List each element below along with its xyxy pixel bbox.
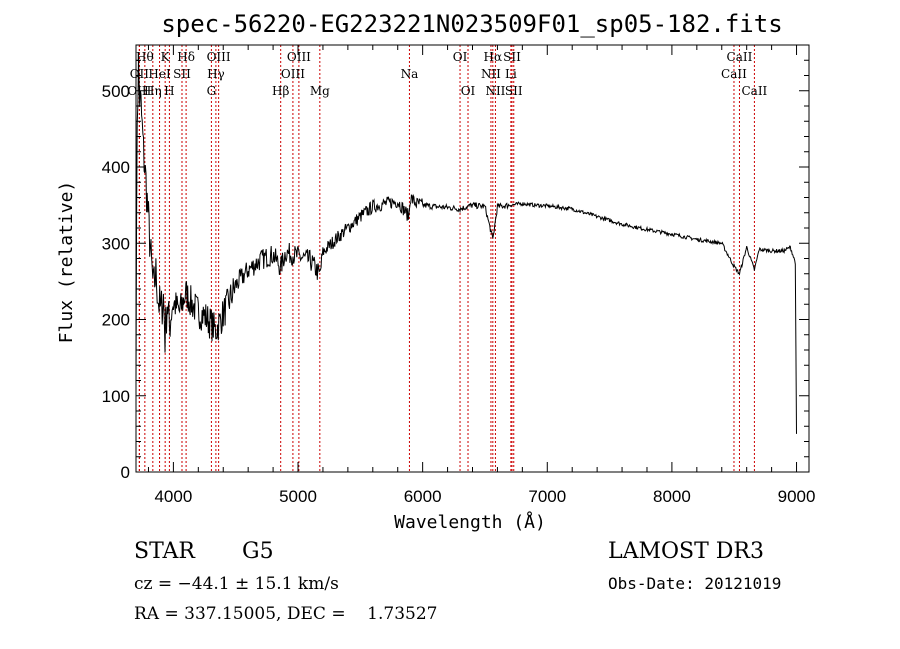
y-tick-label: 200 bbox=[102, 311, 130, 330]
line-marker-labels: OIIOIIIHθHηHeIKHSIIHδGOIIIHγHβOIIIOIIIMg… bbox=[127, 50, 767, 98]
obs-date-text: Obs-Date: 20121019 bbox=[608, 574, 782, 593]
y-tick-label: 0 bbox=[121, 463, 130, 482]
line-marker-label: Hβ bbox=[272, 84, 289, 98]
y-axis-ticks: 0 100 200 300 400 500 bbox=[102, 44, 809, 482]
x-axis-ticks: 4000 5000 6000 7000 8000 9000 bbox=[147, 45, 816, 506]
line-marker-label: H bbox=[164, 84, 174, 98]
line-marker-label: SII bbox=[503, 50, 521, 64]
line-marker-label: NII bbox=[485, 84, 505, 98]
x-tick-label: 7000 bbox=[528, 487, 566, 506]
line-marker-label: OIII bbox=[287, 50, 311, 64]
x-tick-label: 8000 bbox=[653, 487, 691, 506]
line-marker-label: OIII bbox=[207, 50, 231, 64]
redshift-text: cz = −44.1 ± 15.1 km/s bbox=[134, 574, 339, 594]
line-marker-label: Hγ bbox=[207, 67, 225, 81]
line-marker-label: HeI bbox=[148, 67, 171, 81]
line-marker-label: OIII bbox=[281, 67, 305, 81]
line-marker-label: G bbox=[207, 84, 217, 98]
object-class: STAR bbox=[134, 539, 195, 564]
y-tick-label: 500 bbox=[102, 82, 130, 101]
line-marker-label: Hδ bbox=[177, 50, 195, 64]
y-tick-label: 100 bbox=[102, 387, 130, 406]
line-marker-label: Li bbox=[505, 67, 517, 81]
spectrum-line bbox=[135, 57, 797, 434]
line-marker-label: CaII bbox=[727, 50, 753, 64]
line-marker-label: Hα bbox=[484, 50, 503, 64]
object-subclass: G5 bbox=[242, 539, 274, 564]
x-tick-label: 4000 bbox=[154, 487, 192, 506]
line-marker-label: SII bbox=[505, 84, 523, 98]
line-marker-label: OII bbox=[130, 67, 150, 81]
line-marker-label: NII bbox=[481, 67, 501, 81]
y-axis-label: Flux (relative) bbox=[56, 181, 77, 344]
line-marker-label: Mg bbox=[310, 84, 330, 98]
y-tick-label: 300 bbox=[102, 234, 130, 253]
line-marker-label: K bbox=[161, 50, 171, 64]
line-marker-label: Hη bbox=[144, 84, 162, 98]
line-marker-label: CaII bbox=[721, 67, 747, 81]
line-marker-label: Na bbox=[401, 67, 419, 81]
line-markers bbox=[138, 45, 755, 472]
line-marker-label: OI bbox=[461, 84, 476, 98]
x-tick-label: 6000 bbox=[404, 487, 442, 506]
y-tick-label: 400 bbox=[102, 158, 130, 177]
line-marker-label: CaII bbox=[741, 84, 767, 98]
line-marker-label: SII bbox=[173, 67, 191, 81]
survey-name: LAMOST DR3 bbox=[608, 539, 764, 564]
line-marker-label: OI bbox=[453, 50, 468, 64]
x-tick-label: 9000 bbox=[778, 487, 816, 506]
x-axis-label: Wavelength (Å) bbox=[394, 511, 546, 533]
plot-frame bbox=[135, 44, 810, 473]
x-tick-label: 5000 bbox=[279, 487, 317, 506]
coordinates-text: RA = 337.15005, DEC = 1.73527 bbox=[134, 604, 438, 624]
chart-title: spec-56220-EG223221N023509F01_sp05-182.f… bbox=[161, 10, 782, 38]
